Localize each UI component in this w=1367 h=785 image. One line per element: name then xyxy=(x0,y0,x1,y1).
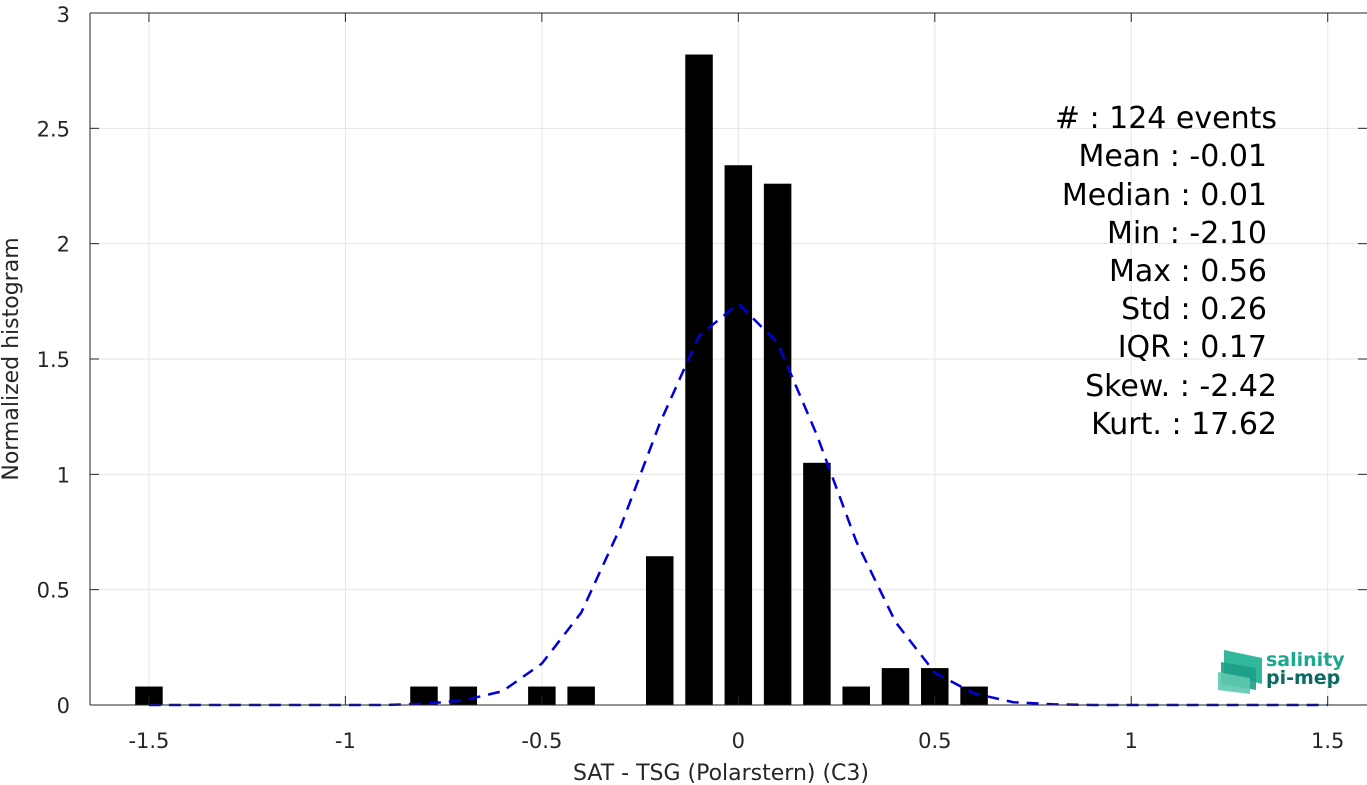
histogram-bar xyxy=(763,183,792,705)
x-tick-label: -1 xyxy=(335,729,356,753)
x-tick-label: -1.5 xyxy=(128,729,169,753)
histogram-bar xyxy=(645,556,674,705)
histogram-bars xyxy=(135,54,988,706)
stats-std: Std : 0.26 xyxy=(1121,292,1267,327)
y-tick-label: 1 xyxy=(57,463,70,487)
histogram-bar xyxy=(410,686,438,705)
histogram-bar xyxy=(842,686,870,705)
histogram-bar xyxy=(881,668,910,705)
stats-median: Median : 0.01 xyxy=(1062,178,1267,213)
x-tick-label: 0 xyxy=(732,729,745,753)
stats-iqr: IQR : 0.17 xyxy=(1118,330,1267,365)
histogram-bar xyxy=(685,54,713,705)
stats-count: # : 124 events xyxy=(1055,101,1277,136)
histogram-bar xyxy=(724,165,753,706)
y-tick-label: 0 xyxy=(57,694,70,718)
wave-logo-icon xyxy=(1218,650,1262,694)
histogram-bar xyxy=(528,686,556,705)
logo-text-salinity: salinity xyxy=(1266,649,1345,671)
y-tick-label: 2.5 xyxy=(37,117,70,141)
salinity-pimep-logo: salinity pi-mep xyxy=(1218,649,1345,694)
stats-box: # : 124 events Mean : -0.01 Median : 0.0… xyxy=(1055,101,1277,442)
x-tick-label: -0.5 xyxy=(521,729,562,753)
y-tick-label: 0.5 xyxy=(37,579,70,603)
histogram-bar xyxy=(960,686,988,705)
y-tick-label: 3 xyxy=(57,3,70,27)
x-tick-label: 0.5 xyxy=(918,729,951,753)
stats-skew: Skew. : -2.42 xyxy=(1085,369,1277,404)
x-tick-label: 1.5 xyxy=(1311,729,1344,753)
stats-mean: Mean : -0.01 xyxy=(1078,139,1267,174)
stats-min: Min : -2.10 xyxy=(1107,216,1267,251)
x-ticks: -1.5 -1 -0.5 0 0.5 1 1.5 xyxy=(128,13,1344,753)
histogram-bar xyxy=(135,686,163,705)
y-ticks: 0 0.5 1 1.5 2 2.5 3 xyxy=(37,3,1367,718)
x-tick-label: 1 xyxy=(1125,729,1138,753)
y-tick-label: 1.5 xyxy=(37,348,70,372)
stats-max: Max : 0.56 xyxy=(1109,254,1267,289)
logo-text-pimep: pi-mep xyxy=(1266,667,1340,689)
x-axis-label: SAT - TSG (Polarstern) (C3) xyxy=(573,761,869,785)
histogram-bar xyxy=(803,462,831,705)
y-tick-label: 2 xyxy=(57,233,70,257)
stats-kurt: Kurt. : 17.62 xyxy=(1091,407,1277,442)
y-axis-label: Normalized histogram xyxy=(0,237,24,480)
histogram-bar xyxy=(567,686,595,705)
